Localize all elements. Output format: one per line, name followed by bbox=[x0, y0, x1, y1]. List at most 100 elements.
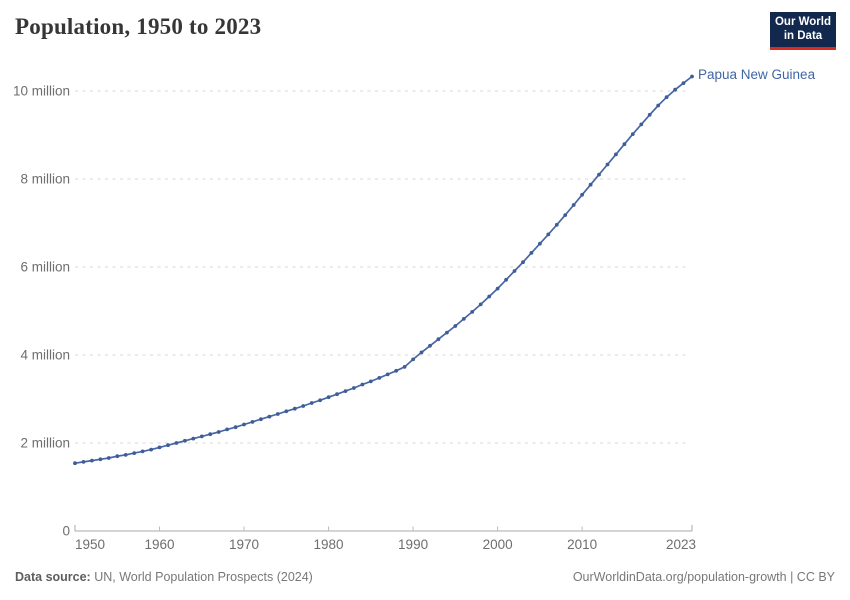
data-point-marker bbox=[664, 95, 669, 100]
data-point-marker bbox=[622, 142, 627, 147]
data-point-marker bbox=[309, 401, 314, 405]
data-point-marker bbox=[106, 456, 111, 460]
data-point-marker bbox=[132, 451, 137, 455]
x-axis-tick-label: 1990 bbox=[398, 537, 428, 552]
data-point-marker bbox=[597, 172, 601, 177]
owid-logo: Our World in Data bbox=[770, 12, 836, 50]
data-source-label: Data source: bbox=[15, 570, 91, 584]
data-point-marker bbox=[428, 343, 432, 348]
owid-logo-line1: Our World bbox=[774, 16, 831, 28]
data-point-marker bbox=[377, 376, 382, 380]
data-point-marker bbox=[639, 122, 644, 127]
data-point-marker bbox=[292, 406, 297, 411]
x-axis-tick-label: 2023 bbox=[666, 537, 696, 552]
data-point-marker bbox=[512, 269, 517, 273]
data-point-marker bbox=[478, 302, 483, 307]
data-point-marker bbox=[199, 434, 204, 439]
data-point-marker bbox=[681, 81, 686, 85]
data-point-marker bbox=[411, 357, 415, 362]
data-point-marker bbox=[588, 182, 593, 187]
data-point-marker bbox=[436, 337, 441, 342]
data-point-marker bbox=[90, 458, 94, 463]
y-axis-tick-label: 2 million bbox=[20, 436, 70, 451]
x-axis-tick-label: 2010 bbox=[567, 537, 597, 552]
data-point-marker bbox=[487, 294, 492, 299]
data-point-marker bbox=[115, 454, 120, 459]
data-point-marker bbox=[157, 445, 162, 450]
data-point-marker bbox=[343, 389, 348, 393]
data-point-marker bbox=[149, 447, 154, 452]
data-point-marker bbox=[605, 162, 610, 167]
data-point-marker bbox=[673, 87, 677, 92]
data-point-marker bbox=[453, 324, 458, 328]
data-point-marker bbox=[275, 412, 280, 416]
data-point-marker bbox=[504, 277, 508, 282]
entity-label: Papua New Guinea bbox=[698, 67, 816, 82]
y-axis-tick-label: 0 bbox=[62, 524, 70, 539]
y-axis-tick-label: 8 million bbox=[20, 172, 70, 187]
data-point-marker bbox=[630, 132, 635, 137]
data-point-marker bbox=[174, 441, 179, 445]
population-line bbox=[74, 75, 693, 465]
data-point-marker bbox=[546, 232, 551, 237]
data-point-marker bbox=[140, 449, 145, 454]
chart-footer: Data source: UN, World Population Prospe… bbox=[15, 570, 835, 584]
credit-line: OurWorldinData.org/population-growth | C… bbox=[572, 570, 835, 584]
data-point-marker bbox=[301, 404, 306, 408]
data-point-marker bbox=[233, 425, 238, 430]
data-point-marker bbox=[614, 152, 618, 157]
data-point-marker bbox=[242, 422, 246, 427]
data-point-marker bbox=[385, 372, 390, 377]
data-point-marker bbox=[81, 460, 86, 464]
data-point-marker bbox=[360, 382, 365, 387]
data-point-marker bbox=[656, 103, 661, 108]
data-point-marker bbox=[580, 192, 584, 197]
data-point-marker bbox=[225, 427, 230, 432]
data-point-marker bbox=[495, 286, 500, 291]
data-point-marker bbox=[191, 436, 196, 441]
data-source-text: UN, World Population Prospects (2024) bbox=[94, 570, 313, 584]
data-point-marker bbox=[368, 379, 373, 384]
data-point-marker bbox=[73, 461, 77, 466]
data-point-marker bbox=[521, 260, 525, 265]
x-axis-tick-label: 2000 bbox=[483, 537, 513, 552]
data-point-marker bbox=[216, 430, 221, 434]
data-point-marker bbox=[647, 112, 652, 117]
chart-title: Population, 1950 to 2023 bbox=[15, 14, 262, 39]
data-point-marker bbox=[250, 420, 255, 424]
data-point-marker bbox=[538, 241, 542, 246]
data-point-marker bbox=[318, 398, 322, 403]
data-point-marker bbox=[554, 222, 559, 227]
data-point-marker bbox=[470, 310, 475, 314]
data-source-note: Data source: UN, World Population Prospe… bbox=[15, 570, 313, 584]
data-point-marker bbox=[571, 203, 576, 207]
data-point-marker bbox=[267, 414, 272, 419]
data-point-marker bbox=[123, 453, 128, 457]
data-point-marker bbox=[419, 350, 424, 355]
data-point-marker bbox=[183, 438, 187, 443]
data-point-marker bbox=[394, 368, 399, 373]
data-point-marker bbox=[445, 330, 449, 335]
data-point-marker bbox=[326, 395, 331, 400]
x-axis-tick-label: 1970 bbox=[229, 537, 259, 552]
y-axis-tick-label: 4 million bbox=[20, 348, 70, 363]
x-axis-tick-label: 1950 bbox=[75, 537, 105, 552]
data-point-marker bbox=[690, 74, 694, 79]
x-axis-tick-label: 1980 bbox=[314, 537, 344, 552]
owid-logo-line2: in Data bbox=[783, 29, 823, 42]
data-point-marker bbox=[98, 457, 103, 462]
x-axis-tick-label: 1960 bbox=[144, 537, 174, 552]
data-point-marker bbox=[352, 386, 356, 390]
data-point-marker bbox=[402, 365, 407, 369]
y-axis-tick-label: 6 million bbox=[20, 260, 70, 275]
data-point-marker bbox=[284, 409, 289, 414]
data-point-marker bbox=[166, 443, 170, 448]
y-axis-tick-label: 10 million bbox=[13, 84, 70, 99]
data-point-marker bbox=[335, 392, 339, 397]
data-point-marker bbox=[529, 251, 534, 255]
data-point-marker bbox=[461, 317, 466, 321]
data-point-marker bbox=[563, 213, 568, 218]
data-point-marker bbox=[259, 417, 263, 422]
